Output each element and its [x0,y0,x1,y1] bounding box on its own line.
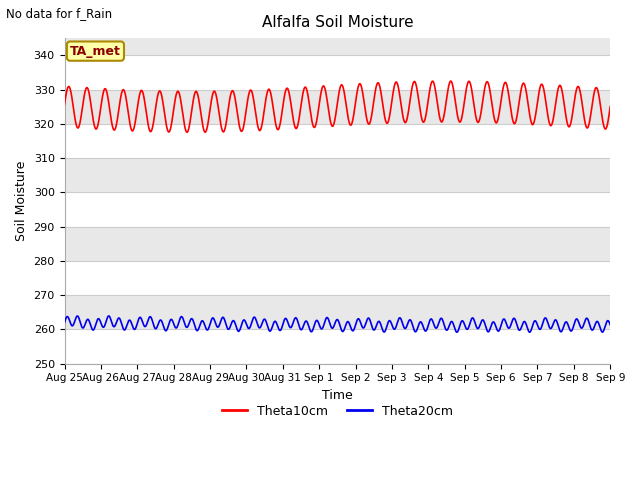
Y-axis label: Soil Moisture: Soil Moisture [15,161,28,241]
Bar [65,124,611,158]
Title: Alfalfa Soil Moisture: Alfalfa Soil Moisture [262,15,413,30]
Bar [65,158,611,192]
Bar [65,90,611,124]
Text: TA_met: TA_met [70,45,121,58]
X-axis label: Time: Time [322,389,353,402]
Bar [65,192,611,227]
Bar [65,227,611,261]
Bar [65,55,611,90]
Bar [65,21,611,55]
Legend: Theta10cm, Theta20cm: Theta10cm, Theta20cm [217,400,458,422]
Bar [65,329,611,364]
Bar [65,261,611,295]
Text: No data for f_Rain: No data for f_Rain [6,7,113,20]
Bar [65,295,611,329]
